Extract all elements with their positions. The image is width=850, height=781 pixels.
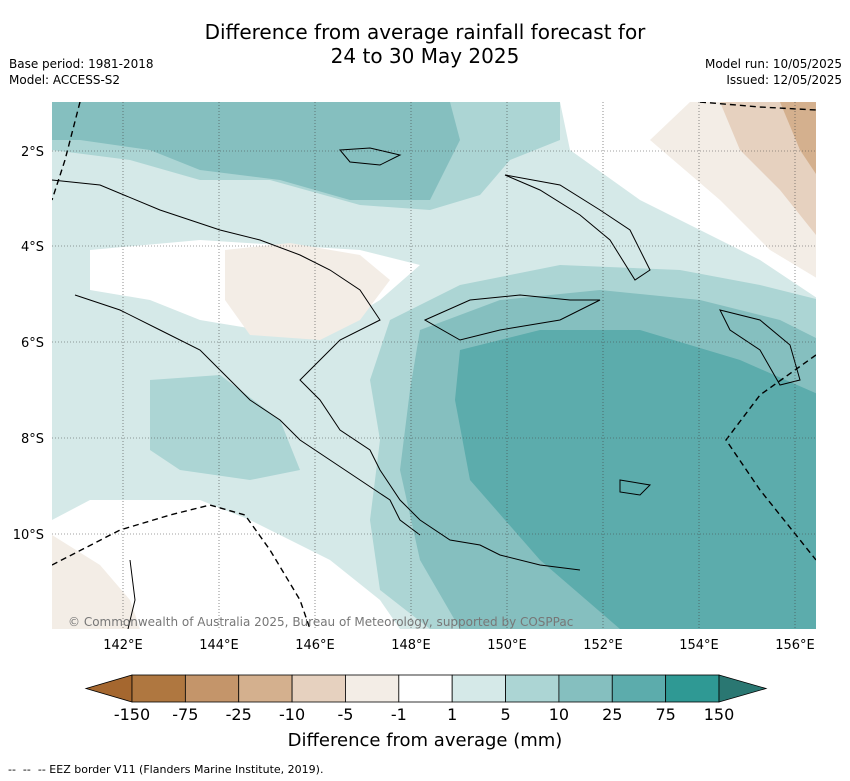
- lon-label: 146°E: [295, 638, 335, 653]
- colorbar-segment: [131, 674, 186, 703]
- colorbar-tick: 5: [500, 705, 510, 724]
- copyright-text: © Commonwealth of Australia 2025, Bureau…: [68, 615, 573, 629]
- colorbar-tick: -10: [279, 705, 305, 724]
- colorbar-tick: 75: [655, 705, 675, 724]
- colorbar-extend-low: [84, 674, 133, 703]
- colorbar-tick: 25: [602, 705, 622, 724]
- title-line1: Difference from average rainfall forecas…: [204, 20, 646, 44]
- colorbar-tick: -150: [114, 705, 150, 724]
- map-area: [52, 102, 816, 629]
- colorbar-segment: [505, 674, 560, 703]
- eez-east: [725, 354, 816, 561]
- eez-borders: [52, 102, 816, 629]
- lon-label: 142°E: [103, 638, 143, 653]
- eez-legend-text: -- -- -- EEZ border V11 (Flanders Marine…: [8, 763, 324, 776]
- lon-label: 156°E: [775, 638, 815, 653]
- cape-york: [127, 559, 136, 629]
- colorbar-segment: [184, 674, 240, 703]
- longitude-labels: 142°E 144°E 146°E 148°E 150°E 152°E 154°E 156°E: [103, 638, 815, 653]
- meta-left: Base period: 1981-2018 Model: ACCESS-S2: [9, 56, 154, 88]
- colorbar-segment: [291, 674, 346, 703]
- anomaly-dry3-northeast: [780, 102, 816, 174]
- colorbar-title: Difference from average (mm): [287, 730, 563, 751]
- lat-label: 6°S: [21, 336, 44, 351]
- model-name: Model: ACCESS-S2: [9, 73, 121, 87]
- bougainville: [719, 309, 801, 386]
- colorbar-segment: [451, 674, 506, 703]
- colorbar-segment: [665, 674, 720, 703]
- coastlines: [52, 147, 801, 629]
- meta-right: Model run: 10/05/2025 Issued: 12/05/2025: [705, 56, 842, 88]
- eez-northeast: [699, 102, 816, 111]
- woodlark: [619, 479, 652, 496]
- colorbar-segment: [398, 674, 453, 703]
- colorbar-tick: -75: [172, 705, 198, 724]
- colorbar-segment: [238, 674, 293, 703]
- model-run: Model run: 10/05/2025: [704, 57, 842, 71]
- colorbar-tick-labels: -150 -75 -25 -10 -5 -1 1 5 10 25 75 150: [114, 705, 734, 724]
- colorbar-tick: -5: [337, 705, 353, 724]
- anomaly-wet-fly-river: [150, 375, 300, 480]
- colorbar-tick: 150: [704, 705, 735, 724]
- colorbar-tick: -25: [226, 705, 252, 724]
- map-gridlines: [52, 102, 816, 629]
- lon-label: 152°E: [583, 638, 623, 653]
- anomaly-wet-solomon-3: [455, 330, 816, 629]
- eez-south: [52, 504, 311, 629]
- png-south-coast: [74, 294, 421, 536]
- new-ireland: [504, 174, 651, 281]
- issued-date: Issued: 12/05/2025: [726, 73, 842, 87]
- colorbar-segment: [345, 674, 400, 703]
- colorbar-segment: [558, 674, 613, 703]
- anomaly-dry-southwest: [52, 535, 140, 629]
- colorbar-segment: [611, 674, 667, 703]
- manus: [338, 147, 402, 166]
- colorbar-tick: 10: [549, 705, 569, 724]
- lat-label: 4°S: [21, 240, 44, 255]
- anomaly-neutral-south: [52, 500, 400, 629]
- png-north-coast: [52, 179, 581, 571]
- colorbar-tick: 1: [447, 705, 457, 724]
- colorbar: [84, 674, 768, 703]
- lon-label: 150°E: [487, 638, 527, 653]
- title-line2: 24 to 30 May 2025: [330, 44, 520, 68]
- lon-label: 144°E: [199, 638, 239, 653]
- base-period: Base period: 1981-2018: [9, 57, 154, 71]
- lat-label: 10°S: [13, 528, 44, 543]
- latitude-labels: 2°S 4°S 6°S 8°S 10°S: [13, 145, 44, 543]
- new-britain: [423, 294, 601, 341]
- lat-label: 8°S: [21, 432, 44, 447]
- lon-label: 148°E: [391, 638, 431, 653]
- anomaly-dry2-northeast: [720, 102, 816, 235]
- colorbar-extend-high: [718, 674, 768, 703]
- anomaly-dry-highlands: [225, 243, 390, 340]
- colorbar-tick: -1: [391, 705, 407, 724]
- lon-label: 154°E: [679, 638, 719, 653]
- lat-label: 2°S: [21, 145, 44, 160]
